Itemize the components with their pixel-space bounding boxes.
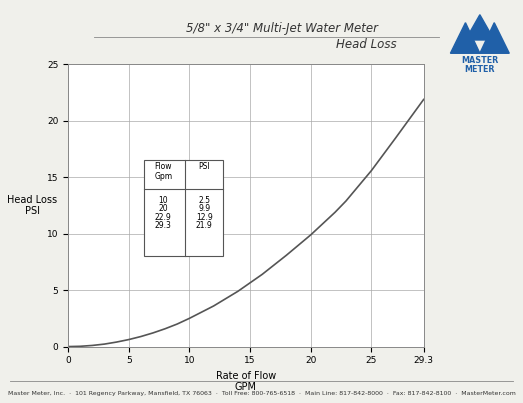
FancyBboxPatch shape bbox=[144, 160, 223, 256]
Text: METER: METER bbox=[464, 65, 495, 75]
Text: 5/8" x 3/4" Multi-Jet Water Meter: 5/8" x 3/4" Multi-Jet Water Meter bbox=[186, 22, 379, 35]
Text: 22.9: 22.9 bbox=[155, 213, 172, 222]
Text: Master Meter, Inc.  ·  101 Regency Parkway, Mansfield, TX 76063  ·  Toll Free: 8: Master Meter, Inc. · 101 Regency Parkway… bbox=[7, 391, 516, 396]
Text: 29.3: 29.3 bbox=[155, 221, 172, 230]
Text: 9.9: 9.9 bbox=[198, 204, 210, 213]
Text: Head Loss: Head Loss bbox=[336, 38, 396, 51]
Text: Flow
Gpm: Flow Gpm bbox=[154, 162, 173, 181]
Text: 12.9: 12.9 bbox=[196, 213, 212, 222]
Text: PSI: PSI bbox=[198, 162, 210, 171]
Text: MASTER: MASTER bbox=[461, 56, 498, 65]
Text: 2.5: 2.5 bbox=[198, 195, 210, 205]
Polygon shape bbox=[465, 15, 494, 40]
Text: 21.9: 21.9 bbox=[196, 221, 212, 230]
Text: 10: 10 bbox=[158, 195, 168, 205]
Polygon shape bbox=[480, 23, 509, 53]
Text: 20: 20 bbox=[158, 204, 168, 213]
Y-axis label: Head Loss
PSI: Head Loss PSI bbox=[7, 195, 58, 216]
Polygon shape bbox=[450, 23, 480, 53]
X-axis label: Rate of Flow
GPM: Rate of Flow GPM bbox=[215, 371, 276, 393]
